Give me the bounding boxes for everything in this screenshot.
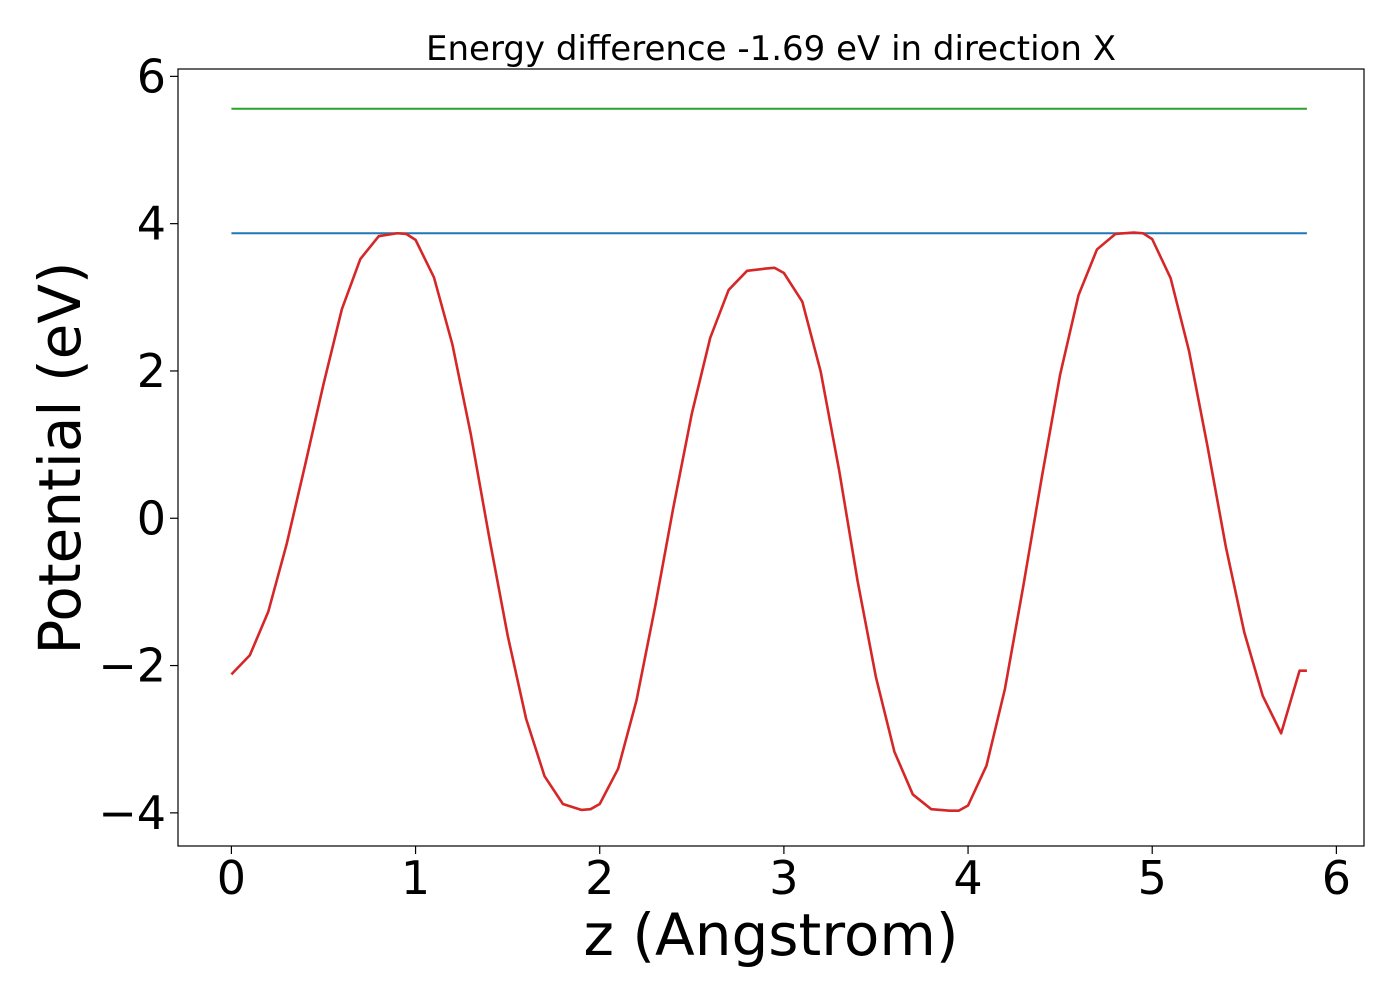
x-tick-label: 2	[585, 851, 614, 905]
potential-line	[230, 231, 1307, 812]
x-axis-ticks: 0 1 2 3 4 5 6	[217, 846, 1351, 905]
y-tick-label: −2	[98, 639, 166, 693]
x-tick-label: 5	[1138, 851, 1167, 905]
y-tick-label: 4	[137, 197, 166, 251]
x-tick-label: 3	[769, 851, 798, 905]
y-tick-label: −4	[98, 786, 166, 840]
x-tick-label: 1	[401, 851, 430, 905]
x-tick-label: 6	[1322, 851, 1351, 905]
x-tick-label: 0	[217, 851, 246, 905]
y-axis-label: Potential (eV)	[26, 261, 94, 654]
y-tick-label: 0	[137, 491, 166, 545]
x-axis-label: z (Angstrom)	[584, 901, 959, 969]
plot-frame	[177, 68, 1365, 847]
y-axis-ticks: −4 −2 0 2 4 6	[98, 49, 178, 840]
x-tick-label: 4	[953, 851, 982, 905]
y-tick-label: 2	[137, 344, 166, 398]
y-tick-label: 6	[137, 49, 166, 103]
plot-lines	[230, 107, 1307, 812]
chart-title: Energy difference -1.69 eV in direction …	[426, 29, 1116, 69]
